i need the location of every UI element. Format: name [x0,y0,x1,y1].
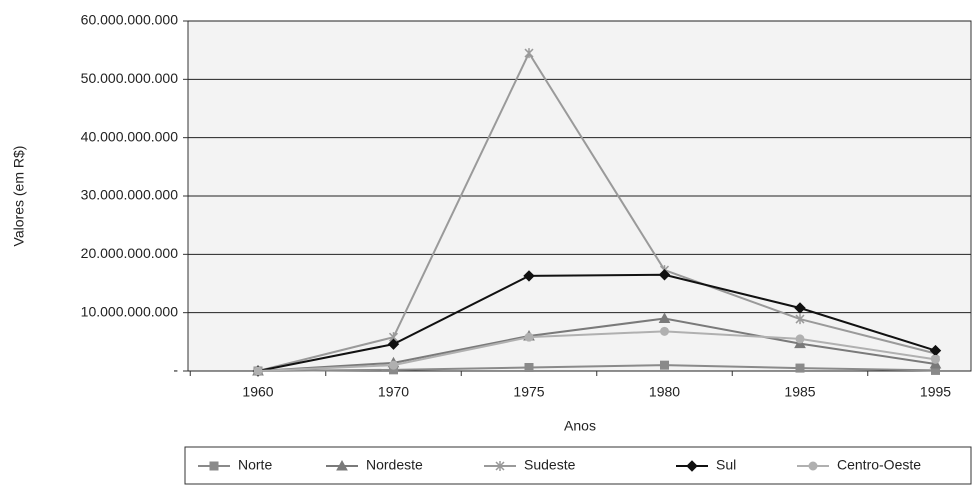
series-line [257,273,936,372]
y-tick-label: - [173,362,178,378]
marker [795,334,805,344]
y-tick-label: 10.000.000.000 [81,303,179,319]
marker [931,354,940,364]
y-tick-label: 40.000.000.000 [81,128,179,144]
marker [389,360,398,370]
marker [523,270,535,282]
marker [795,363,805,373]
y-axis-title: Valores (em R$) [11,146,27,247]
series-line [257,51,936,372]
x-tick-label: 1985 [784,384,815,400]
legend-box [184,446,972,485]
legend-label: Norte [238,457,272,473]
marker [387,338,400,350]
marker [524,332,534,342]
marker [660,326,669,336]
x-tick-label: 1980 [649,384,680,400]
y-tick-label: 20.000.000.000 [81,245,179,261]
marker [794,302,806,314]
series-line [257,317,936,372]
x-tick-label: 1970 [378,384,409,400]
marker [686,460,698,472]
y-tick-label: 50.000.000.000 [81,70,179,86]
y-tick-label: 60.000.000.000 [81,12,179,28]
legend-label: Sudeste [524,457,576,473]
legend-label: Centro-Oeste [837,457,921,473]
marker [495,461,505,471]
marker [524,363,534,372]
x-tick-label: 1975 [513,384,544,400]
x-tick-label: 1995 [920,384,951,400]
x-tick-label: 1960 [242,384,273,400]
marker [658,269,671,281]
marker [660,360,669,370]
marker [336,459,348,471]
series-line [257,364,936,372]
y-tick-label: 30.000.000.000 [81,187,179,203]
series-line [257,330,936,372]
legend-label: Sul [716,457,736,473]
marker [658,312,671,323]
marker [209,461,219,471]
marker [795,314,805,325]
marker [253,366,263,376]
legend-label: Nordeste [366,457,423,473]
marker [524,48,534,59]
x-axis-title: Anos [564,418,596,434]
marker [808,461,818,471]
